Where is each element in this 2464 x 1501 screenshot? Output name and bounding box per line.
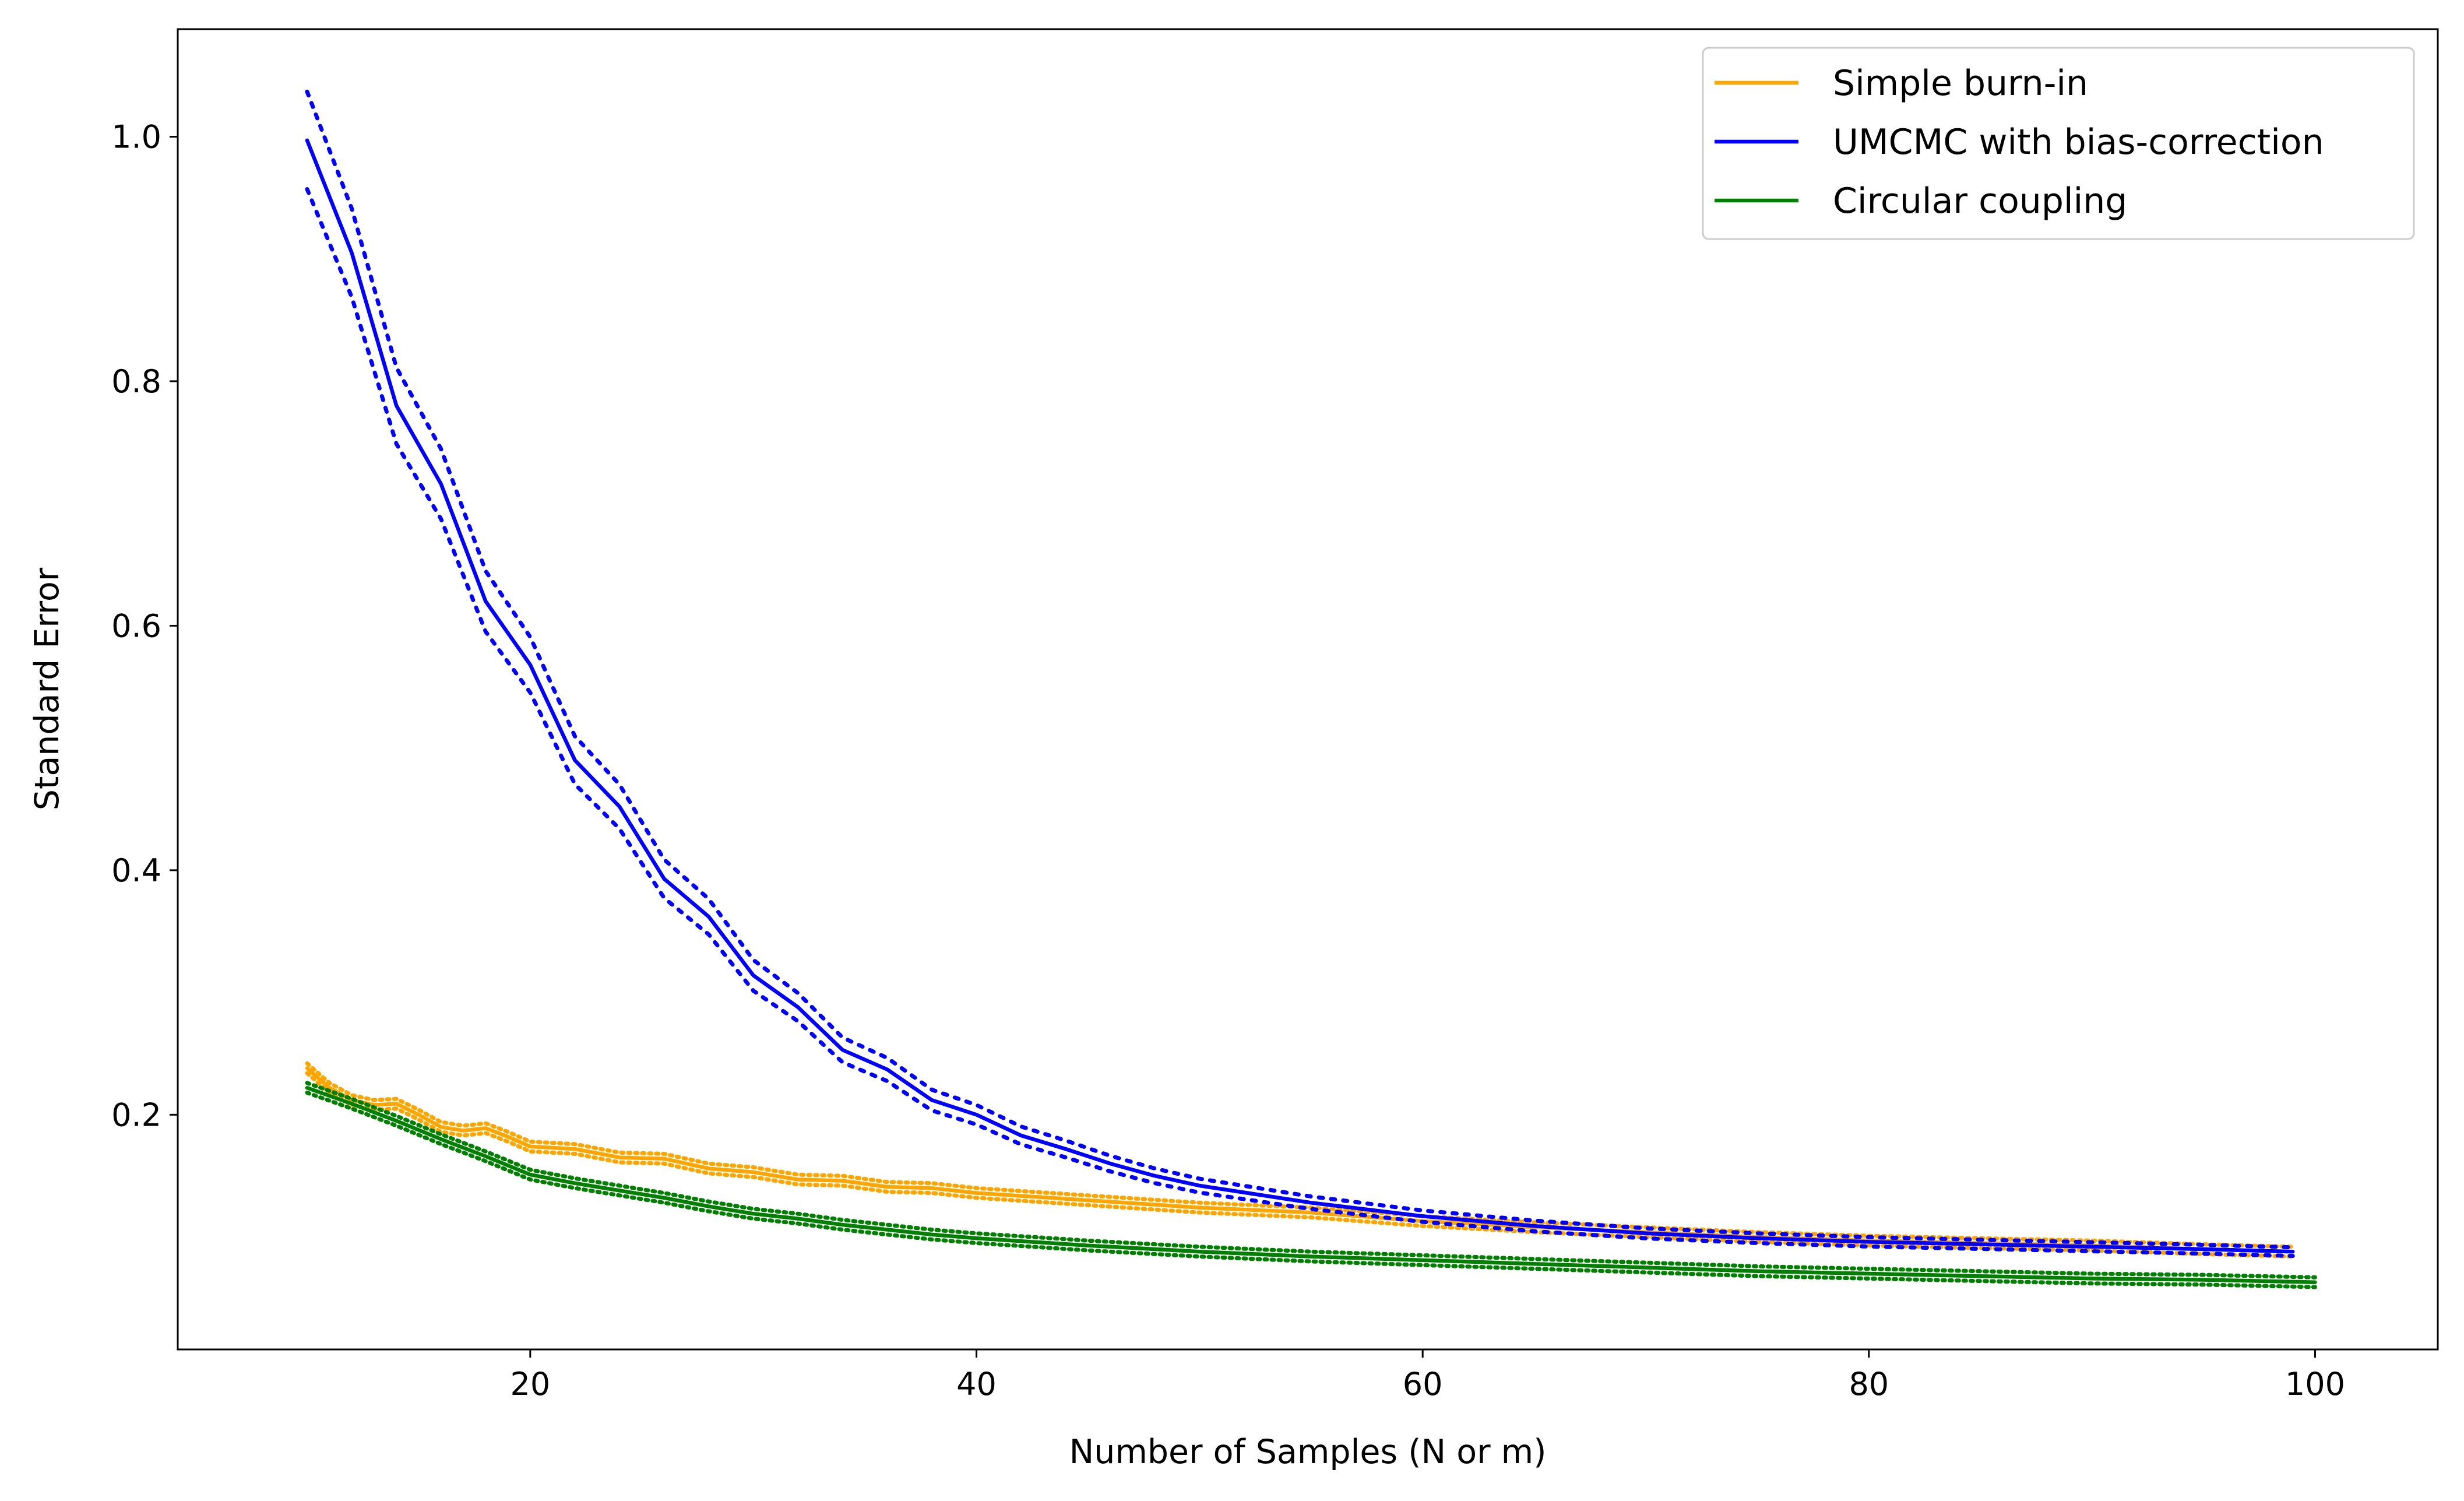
- series-2: [305, 1081, 2317, 1289]
- legend-label-1: UMCMC with bias-correction: [1833, 122, 2324, 163]
- x-tick-label-2: 60: [1403, 1366, 1443, 1402]
- y-tick-label-3: 0.8: [111, 363, 161, 400]
- x-tick-label-3: 80: [1849, 1366, 1889, 1402]
- x-axis-label: Number of Samples (N or m): [1069, 1433, 1547, 1471]
- plot-frame: [177, 28, 2439, 1351]
- legend-label-2: Circular coupling: [1833, 181, 2127, 222]
- series-2-line: [305, 1085, 2317, 1284]
- x-tick-label-1: 40: [956, 1366, 997, 1402]
- y-tick-label-2: 0.6: [111, 607, 161, 644]
- series-2-lower-band: [305, 1091, 2317, 1289]
- series-2-upper-band: [305, 1081, 2317, 1279]
- series-0-lower-band: [305, 1071, 2295, 1259]
- y-axis-label: Standard Error: [28, 567, 66, 810]
- y-tick-label-0: 0.2: [111, 1096, 161, 1133]
- y-tick-label-4: 1.0: [111, 119, 161, 156]
- series-layer: [305, 89, 2317, 1289]
- series-0-upper-band: [305, 1061, 2295, 1249]
- legend-frame: [1702, 47, 2415, 240]
- legend-label-0: Simple burn-in: [1833, 63, 2088, 104]
- series-1-lower-band: [305, 187, 2295, 1259]
- legend: Simple burn-in UMCMC with bias-correction…: [1702, 47, 2415, 240]
- series-1: [305, 89, 2295, 1259]
- x-tick-label-4: 100: [2285, 1366, 2345, 1402]
- y-tick-label-1: 0.4: [111, 852, 161, 889]
- series-1-upper-band: [305, 89, 2295, 1250]
- series-1-line: [305, 138, 2295, 1254]
- x-tick-label-0: 20: [511, 1366, 551, 1402]
- ticks-layer: 20 40 60 80 100 0.2 0.4 0.6 0.8 1.0: [111, 119, 2345, 1402]
